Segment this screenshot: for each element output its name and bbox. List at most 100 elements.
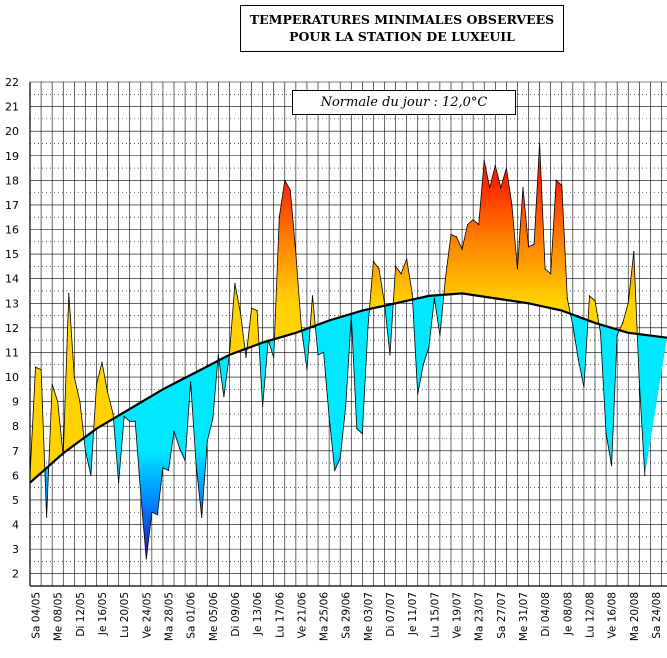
- data-point: [228, 354, 231, 356]
- data-point: [162, 467, 164, 469]
- data-point: [500, 187, 502, 189]
- data-point: [300, 327, 303, 329]
- data-point: [494, 164, 496, 167]
- data-point: [112, 413, 114, 415]
- y-tick-label: 2: [12, 568, 19, 581]
- data-point: [62, 455, 64, 457]
- data-point: [544, 268, 546, 270]
- x-tick-label: Ve 16/08: [607, 592, 619, 638]
- normal-annotation: Normale du jour : 12,0°C: [292, 90, 516, 115]
- data-point: [134, 420, 136, 422]
- x-tick-label: Ma 20/08: [629, 592, 641, 641]
- data-point: [101, 361, 103, 363]
- y-tick-label: 13: [5, 297, 19, 310]
- y-tick-label: 15: [5, 248, 19, 261]
- data-point: [223, 396, 225, 398]
- y-tick-label: 16: [5, 224, 19, 237]
- data-point: [633, 251, 635, 253]
- data-point: [245, 356, 247, 358]
- data-point: [433, 297, 435, 299]
- x-tick-label: Sa 27/07: [496, 592, 508, 639]
- y-tick-label: 11: [5, 346, 19, 359]
- data-point: [195, 464, 197, 467]
- data-point: [505, 167, 507, 169]
- data-point: [599, 332, 602, 334]
- y-tick-label: 22: [5, 76, 19, 89]
- x-tick-label: Je 13/06: [252, 592, 264, 636]
- data-point: [483, 160, 485, 162]
- data-point: [361, 432, 363, 435]
- data-point: [178, 447, 181, 449]
- data-point: [90, 474, 92, 476]
- data-point: [489, 187, 491, 189]
- data-point: [184, 460, 186, 462]
- data-point: [206, 440, 208, 442]
- chart-title: TEMPERATURES MINIMALES OBSERVEES POUR LA…: [240, 5, 564, 52]
- data-point: [394, 265, 397, 267]
- data-point: [311, 295, 314, 297]
- data-point: [622, 322, 624, 324]
- data-point: [372, 260, 375, 263]
- y-tick-label: 9: [12, 396, 19, 409]
- x-tick-label: Lu 15/07: [429, 592, 441, 638]
- data-point: [118, 482, 120, 484]
- data-point: [239, 312, 242, 314]
- data-point: [605, 432, 607, 435]
- data-point: [411, 292, 413, 295]
- x-tick-label: Me 03/07: [363, 592, 375, 641]
- data-point: [51, 383, 53, 385]
- data-point: [572, 324, 574, 326]
- y-tick-label: 18: [5, 174, 19, 187]
- data-point: [367, 327, 369, 329]
- y-tick-label: 3: [12, 543, 19, 556]
- data-point: [40, 369, 42, 371]
- data-point: [95, 383, 98, 385]
- x-tick-labels: Sa 04/05 Me 08/05 Di 12/05 Je 16/05 Lu 20/05…: [31, 592, 663, 641]
- x-tick-label: Me 08/05: [53, 592, 65, 641]
- data-point: [378, 268, 380, 270]
- data-point: [289, 189, 291, 191]
- x-tick-label: Sa 04/05: [31, 592, 43, 639]
- data-point: [472, 219, 474, 221]
- y-tick-label: 19: [5, 150, 19, 163]
- data-point: [450, 233, 452, 236]
- x-tick-label: Ma 25/06: [319, 592, 331, 641]
- data-point: [29, 474, 31, 476]
- data-point: [383, 302, 386, 304]
- data-point: [588, 295, 591, 297]
- data-point: [212, 418, 214, 420]
- y-tick-label: 7: [12, 445, 19, 458]
- data-point: [561, 184, 563, 186]
- data-point: [550, 273, 552, 275]
- data-point: [428, 346, 430, 349]
- data-point: [389, 354, 391, 356]
- x-tick-label: Di 12/05: [75, 592, 87, 637]
- data-point: [167, 469, 170, 472]
- data-point: [322, 351, 325, 354]
- data-point: [57, 401, 59, 403]
- data-point: [151, 511, 153, 513]
- x-tick-label: Ma 28/05: [164, 592, 176, 641]
- x-tick-label: Sa 24/08: [651, 592, 663, 639]
- data-point: [627, 302, 629, 304]
- data-point: [339, 457, 341, 459]
- x-tick-label: Sa 01/06: [186, 592, 198, 639]
- data-point: [345, 405, 347, 408]
- data-point: [539, 142, 541, 145]
- data-point: [555, 179, 557, 181]
- data-point: [444, 278, 447, 280]
- data-point: [644, 474, 646, 476]
- data-point: [350, 314, 352, 317]
- data-point: [278, 216, 280, 218]
- data-point: [217, 354, 219, 356]
- y-tick-label: 10: [5, 371, 19, 384]
- y-tick-label: 17: [5, 199, 19, 212]
- x-tick-label: Sa 29/06: [341, 592, 353, 639]
- data-point: [511, 204, 513, 206]
- data-point: [190, 381, 192, 383]
- x-tick-label: Ve 21/06: [296, 592, 308, 639]
- x-tick-label: Je 08/08: [562, 592, 574, 636]
- data-point: [439, 334, 441, 336]
- data-point: [68, 292, 70, 295]
